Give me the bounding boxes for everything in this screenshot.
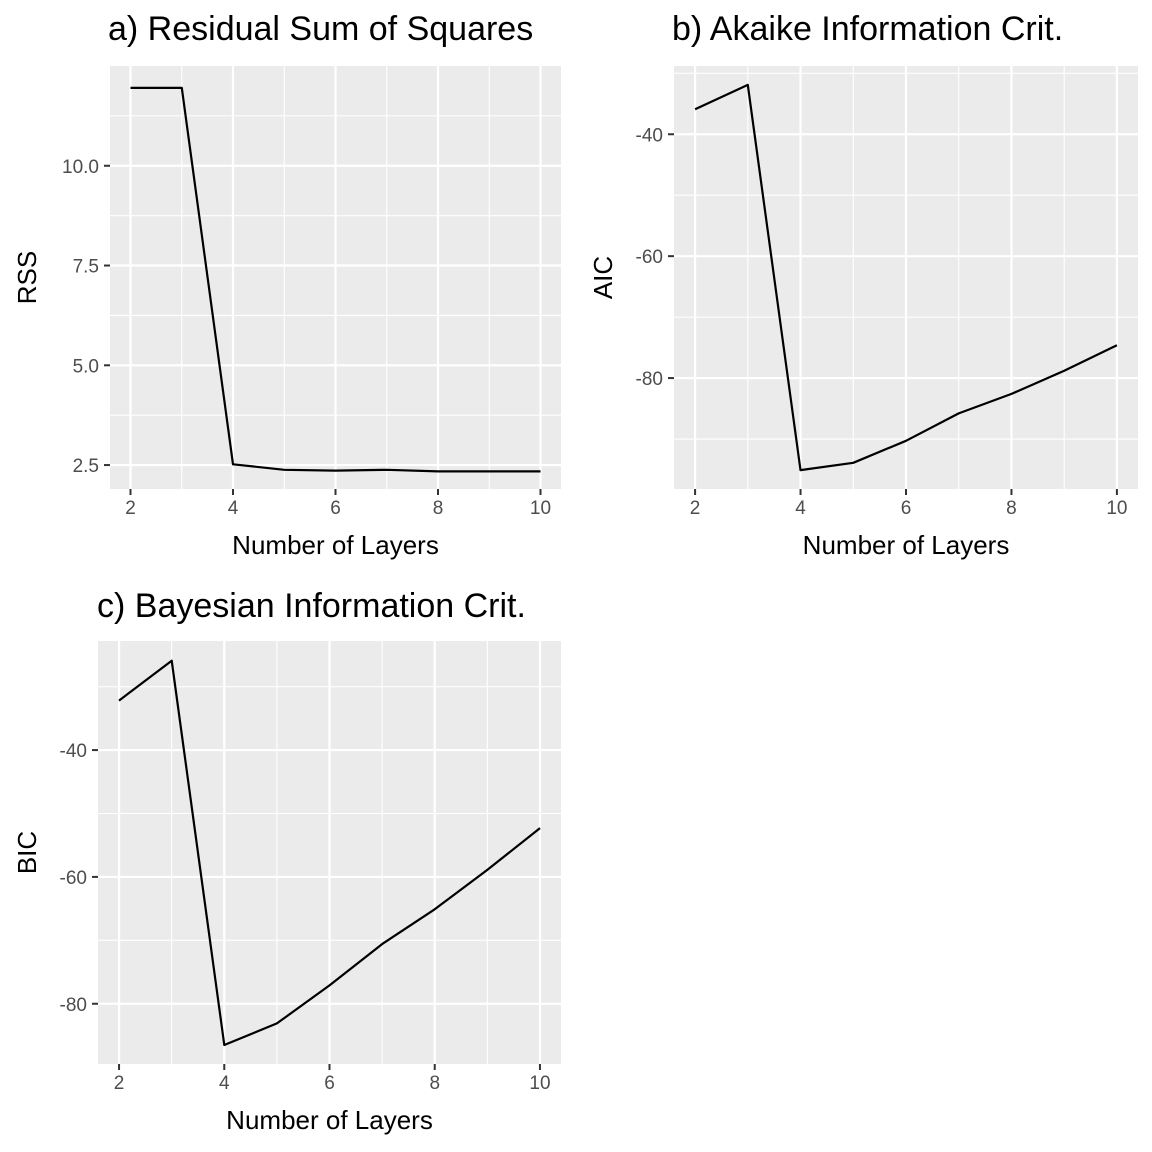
ticks-rss: 2 4 6 8 10 2.5 5.0 7.5 10.0 [62, 157, 551, 519]
x-tick-label-aic: 2 [690, 498, 701, 519]
x-tick-label-bic: 8 [429, 1073, 440, 1094]
x-tick-label-aic: 10 [1106, 498, 1127, 519]
x-axis-label-bic: Number of Layers [226, 1105, 433, 1135]
y-axis-label-bic: BIC [12, 831, 42, 874]
y-tick-label-aic: -40 [636, 125, 663, 146]
x-tick-label-aic: 4 [795, 498, 806, 519]
panel-rss: a) Residual Sum of Squares 2 4 6 8 10 2.5 5.0 7… [12, 10, 561, 560]
y-axis-label-rss: RSS [12, 251, 42, 304]
panel-bic: c) Bayesian Information Crit. 2 4 6 8 10 -80 -… [12, 587, 561, 1135]
x-tick-label-bic: 6 [324, 1073, 335, 1094]
ticks-aic: 2 4 6 8 10 -80 -60 -40 [636, 125, 1128, 519]
x-tick-label-rss: 6 [330, 498, 341, 519]
x-tick-label-aic: 8 [1006, 498, 1017, 519]
y-axis-label-aic: AIC [588, 256, 618, 299]
y-tick-label-aic: -60 [636, 247, 663, 268]
x-axis-label-aic: Number of Layers [803, 530, 1010, 560]
panel-title-bic: c) Bayesian Information Crit. [97, 587, 526, 625]
y-tick-label-rss: 5.0 [73, 356, 99, 377]
x-tick-label-aic: 6 [901, 498, 912, 519]
gridlines-aic [674, 66, 1138, 489]
y-tick-label-bic: -40 [60, 741, 87, 762]
panel-aic: b) Akaike Information Crit. 2 4 6 8 10 -80 -60… [588, 10, 1138, 560]
x-tick-label-rss: 8 [433, 498, 444, 519]
y-tick-label-rss: 10.0 [62, 157, 99, 178]
x-tick-label-rss: 10 [530, 498, 551, 519]
panel-title-aic: b) Akaike Information Crit. [672, 10, 1063, 48]
y-tick-label-bic: -80 [60, 995, 87, 1016]
series-line-rss [130, 86, 541, 473]
y-tick-label-rss: 7.5 [73, 257, 99, 278]
x-axis-label-rss: Number of Layers [232, 530, 439, 560]
series-line-bic [118, 659, 541, 1047]
x-tick-label-rss: 4 [228, 498, 239, 519]
x-tick-label-bic: 4 [219, 1073, 230, 1094]
y-tick-label-bic: -60 [60, 868, 87, 889]
x-tick-label-bic: 10 [529, 1073, 550, 1094]
series-line-aic [694, 83, 1118, 472]
y-tick-label-rss: 2.5 [73, 456, 99, 477]
y-tick-label-aic: -80 [636, 369, 663, 390]
gridlines-bic [98, 641, 561, 1064]
x-tick-label-rss: 2 [125, 498, 136, 519]
x-tick-label-bic: 2 [114, 1073, 125, 1094]
ticks-bic: 2 4 6 8 10 -80 -60 -40 [60, 741, 551, 1094]
panel-title-rss: a) Residual Sum of Squares [108, 10, 533, 48]
